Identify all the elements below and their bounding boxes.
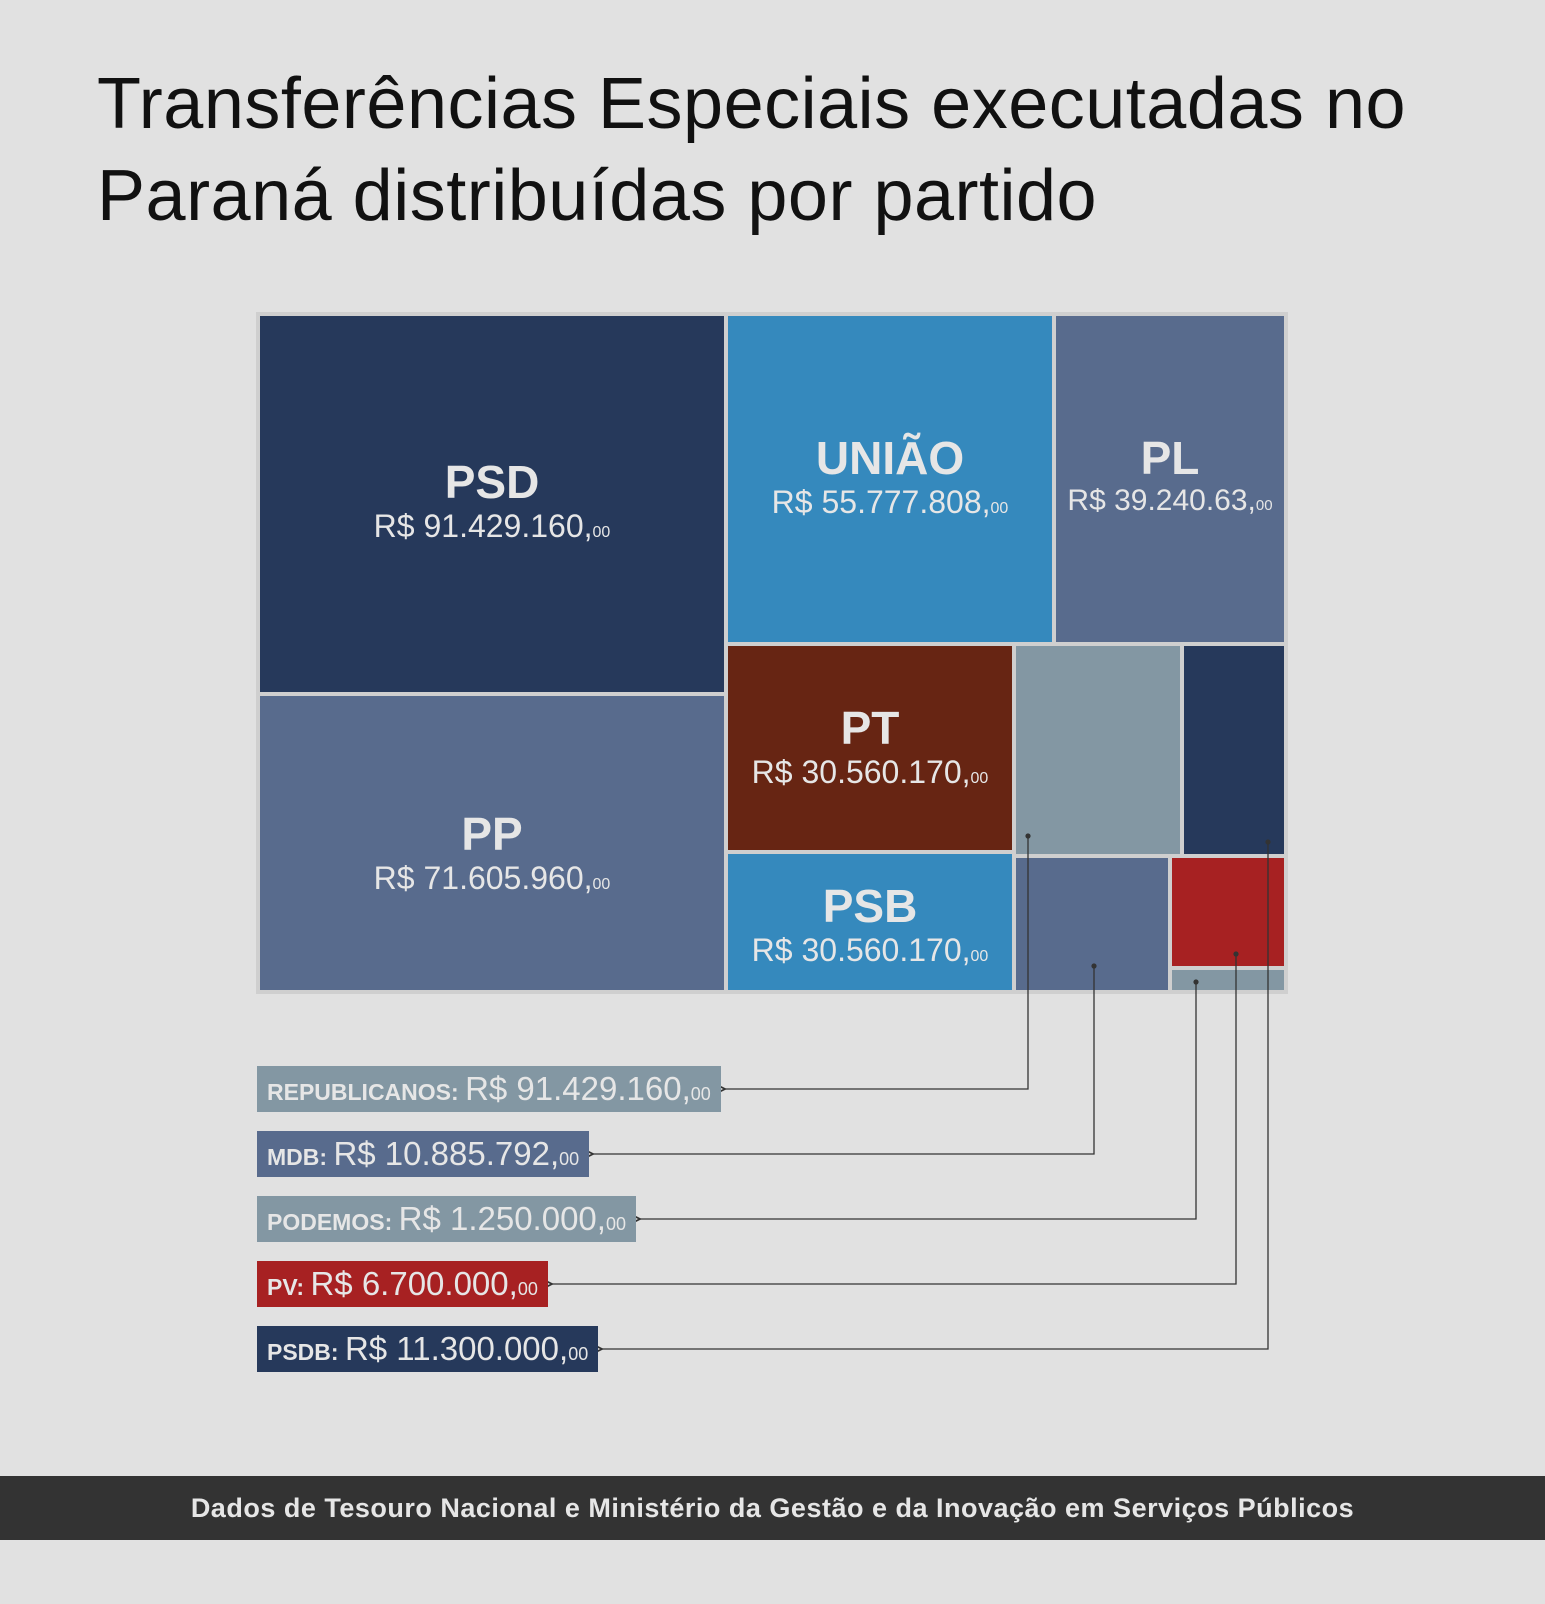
cell-party-name: PL bbox=[1140, 432, 1200, 484]
cell-amount-cents: 00 bbox=[592, 524, 611, 541]
callout-tag-pv: PV: R$ 6.700.000,00 bbox=[257, 1261, 548, 1307]
callout-amount: R$ 10.885.792, bbox=[333, 1135, 560, 1172]
cell-party-name: PSB bbox=[822, 880, 918, 932]
treemap-cell-pv bbox=[1172, 858, 1284, 966]
callout-party-name: PSDB: bbox=[267, 1339, 345, 1365]
cell-label: PSD R$ 91.429.160,00 bbox=[260, 458, 724, 553]
cell-party-name: UNIÃO bbox=[815, 432, 965, 484]
cell-label: UNIÃO R$ 55.777.808,00 bbox=[728, 434, 1052, 529]
callout-amount-cents: 00 bbox=[690, 1084, 711, 1104]
callout-tag-podemos: PODEMOS: R$ 1.250.000,00 bbox=[257, 1196, 636, 1242]
cell-amount-cents: 00 bbox=[1255, 497, 1273, 514]
callout-amount-cents: 00 bbox=[568, 1344, 589, 1364]
cell-label: PT R$ 30.560.170,00 bbox=[728, 704, 1012, 799]
cell-amount: R$ 91.429.160,00 bbox=[373, 508, 611, 544]
cell-party-name: PSD bbox=[444, 456, 540, 508]
cell-label: PP R$ 71.605.960,00 bbox=[260, 810, 724, 905]
cell-label: PL R$ 39.240.63,00 bbox=[1056, 434, 1284, 525]
cell-amount: R$ 30.560.170,00 bbox=[751, 754, 989, 790]
callout-tag-psdb: PSDB: R$ 11.300.000,00 bbox=[257, 1326, 599, 1372]
callout-tag-republicanos: REPUBLICANOS: R$ 91.429.160,00 bbox=[257, 1066, 721, 1112]
treemap-cell-pp: PP R$ 71.605.960,00 bbox=[260, 696, 724, 990]
cell-party-name: PT bbox=[840, 702, 900, 754]
callout-party-name: REPUBLICANOS: bbox=[267, 1079, 466, 1105]
cell-amount: R$ 71.605.960,00 bbox=[373, 860, 611, 896]
treemap-cell-psd: PSD R$ 91.429.160,00 bbox=[260, 316, 724, 692]
cell-amount: R$ 30.560.170,00 bbox=[751, 932, 989, 968]
callout-amount-cents: 00 bbox=[517, 1279, 538, 1299]
cell-amount-cents: 00 bbox=[990, 500, 1009, 517]
leader-line-mdb bbox=[593, 966, 1095, 1154]
cell-amount: R$ 55.777.808,00 bbox=[771, 484, 1009, 520]
treemap-cell-psdb bbox=[1184, 646, 1284, 854]
callout-party-name: PODEMOS: bbox=[267, 1209, 399, 1235]
cell-label: PSB R$ 30.560.170,00 bbox=[728, 882, 1012, 977]
chart-title: Transferências Especiais executadas no P… bbox=[97, 64, 1407, 236]
treemap-cell-pt: PT R$ 30.560.170,00 bbox=[728, 646, 1012, 850]
callout-amount-cents: 00 bbox=[559, 1149, 580, 1169]
cell-party-name: PP bbox=[461, 808, 523, 860]
leader-line-pv bbox=[552, 954, 1237, 1284]
leader-line-podemos bbox=[640, 982, 1197, 1219]
callout-amount: R$ 91.429.160, bbox=[465, 1070, 691, 1107]
callout-party-name: MDB: bbox=[267, 1144, 334, 1170]
callout-amount: R$ 11.300.000, bbox=[344, 1330, 569, 1367]
cell-amount-cents: 00 bbox=[970, 948, 989, 965]
treemap: PSD R$ 91.429.160,00 UNIÃO R$ 55.777.808,00… bbox=[256, 312, 1288, 994]
callout-amount: R$ 6.700.000, bbox=[310, 1265, 518, 1302]
source-footer: Dados de Tesouro Nacional e Ministério d… bbox=[0, 1476, 1545, 1540]
cell-amount: R$ 39.240.63,00 bbox=[1067, 484, 1273, 517]
callout-amount: R$ 1.250.000, bbox=[398, 1200, 606, 1237]
callout-tag-mdb: MDB: R$ 10.885.792,00 bbox=[257, 1131, 590, 1177]
callout-party-name: PV: bbox=[267, 1274, 311, 1300]
treemap-cell-mdb bbox=[1016, 858, 1168, 990]
treemap-cell-pl: PL R$ 39.240.63,00 bbox=[1056, 316, 1284, 642]
treemap-cell-podemos bbox=[1172, 970, 1284, 990]
cell-amount-cents: 00 bbox=[970, 770, 989, 787]
cell-amount-cents: 00 bbox=[592, 876, 611, 893]
treemap-cell-republicanos bbox=[1016, 646, 1180, 854]
treemap-cell-psb: PSB R$ 30.560.170,00 bbox=[728, 854, 1012, 990]
treemap-cell-uni-o: UNIÃO R$ 55.777.808,00 bbox=[728, 316, 1052, 642]
callout-amount-cents: 00 bbox=[605, 1214, 626, 1234]
